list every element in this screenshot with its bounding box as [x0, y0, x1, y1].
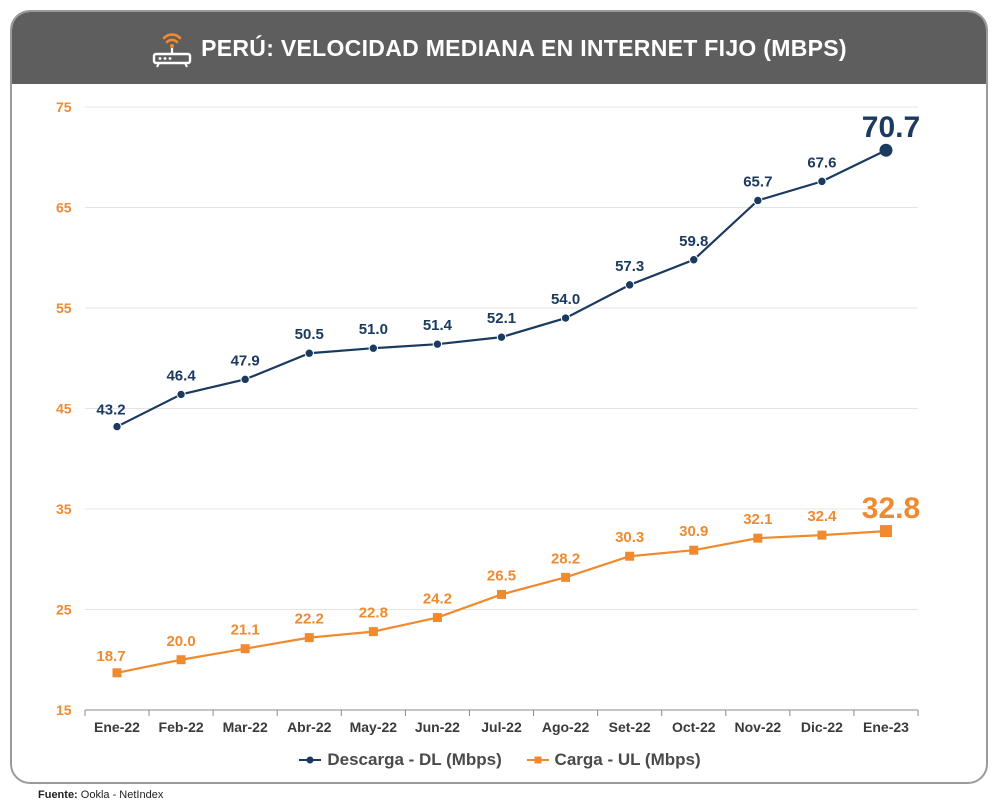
data-point-upload: [753, 533, 763, 543]
x-tick-label: Mar-22: [223, 719, 268, 735]
data-label-upload: 21.1: [231, 622, 260, 639]
source-note: Fuente: Ookla - NetIndex: [38, 789, 163, 801]
data-point-download: [624, 280, 635, 290]
x-tick-label: Set-22: [609, 719, 651, 735]
x-tick-label: Feb-22: [159, 719, 204, 735]
x-tick-label: Ene-23: [863, 719, 909, 735]
y-tick-label: 25: [56, 602, 72, 618]
data-label-download: 54.0: [551, 291, 580, 308]
legend-label-download: Descarga - DL (Mbps): [327, 750, 502, 769]
x-tick-label: May-22: [350, 719, 398, 735]
y-tick-label: 75: [56, 99, 72, 115]
title-bar: PERÚ: VELOCIDAD MEDIANA EN INTERNET FIJO…: [12, 12, 986, 84]
data-point-download: [368, 343, 379, 353]
data-label-upload: 32.8: [862, 492, 920, 525]
data-point-upload: [561, 572, 571, 582]
data-label-upload: 22.8: [359, 605, 388, 622]
page-title: PERÚ: VELOCIDAD MEDIANA EN INTERNET FIJO…: [201, 34, 847, 61]
x-tick-label: Jul-22: [481, 719, 522, 735]
data-point-download: [817, 176, 827, 187]
line-chart: 15 25 35 45 55 65 75 Ene-22 Feb-22 Mar-22 Abr-22 Ma…: [56, 99, 920, 735]
data-label-download: 52.1: [487, 310, 516, 327]
data-label-upload: 20.0: [166, 633, 195, 650]
x-tick-label: Ago-22: [542, 719, 590, 735]
wifi-router-icon: [152, 33, 192, 68]
y-tick-label: 15: [56, 702, 72, 718]
source-value: Ookla - NetIndex: [80, 789, 164, 801]
legend-swatch-download: [299, 756, 322, 764]
data-label-upload: 22.2: [295, 611, 324, 628]
data-point-upload: [112, 668, 122, 678]
data-point-upload: [689, 545, 699, 555]
data-label-download: 57.3: [615, 258, 644, 275]
chart-card: PERÚ: VELOCIDAD MEDIANA EN INTERNET FIJO…: [10, 10, 988, 784]
data-label-upload: 30.3: [615, 529, 644, 546]
data-label-download: 46.4: [166, 367, 196, 384]
y-tick-label: 35: [56, 501, 72, 517]
data-label-download: 51.0: [359, 321, 388, 338]
y-tick-label: 45: [56, 401, 72, 417]
data-point-download: [432, 339, 443, 349]
data-label-upload: 32.1: [743, 511, 772, 528]
y-tick-label: 65: [56, 200, 72, 216]
legend-swatch-upload: [526, 756, 549, 764]
x-tick-label: Jun-22: [415, 719, 460, 735]
data-point-download: [753, 195, 763, 206]
data-label-upload: 26.5: [487, 567, 516, 584]
series-line-download: [116, 149, 887, 428]
data-point-download: [689, 255, 699, 265]
legend-item-upload: Carga - UL (Mbps): [526, 750, 701, 770]
x-tick-label: Abr-22: [287, 719, 332, 735]
data-label-download: 47.9: [231, 352, 260, 369]
x-tick-label: Dic-22: [801, 719, 843, 735]
series-line-upload: [116, 530, 887, 674]
x-tick-label: Nov-22: [734, 719, 781, 735]
source-label: Fuente:: [38, 789, 78, 801]
data-point-upload: [368, 627, 378, 637]
data-label-download: 50.5: [295, 326, 324, 343]
data-label-upload: 24.2: [423, 591, 452, 608]
data-point-download: [560, 313, 571, 323]
data-label-upload: 30.9: [679, 523, 708, 540]
data-point-upload: [304, 633, 314, 643]
data-point-download: [879, 143, 893, 157]
data-label-download: 70.7: [862, 111, 920, 144]
x-tick-label: Oct-22: [672, 719, 716, 735]
data-label-download: 67.6: [807, 154, 836, 171]
data-point-download: [112, 421, 122, 432]
data-point-upload: [240, 644, 250, 654]
data-label-download: 51.4: [423, 317, 453, 334]
data-label-download: 65.7: [743, 173, 772, 190]
data-label-upload: 32.4: [807, 508, 837, 525]
data-label-upload: 18.7: [96, 648, 125, 665]
data-point-upload: [817, 530, 827, 540]
data-point-upload: [176, 655, 186, 665]
x-tick-label: Ene-22: [94, 719, 140, 735]
legend-item-download: Descarga - DL (Mbps): [299, 750, 502, 770]
legend-label-upload: Carga - UL (Mbps): [554, 750, 701, 769]
data-point-download: [240, 374, 250, 385]
data-point-upload: [497, 589, 506, 599]
y-tick-label: 55: [56, 300, 72, 316]
data-point-download: [496, 332, 507, 342]
data-point-upload: [432, 613, 442, 623]
data-point-download: [176, 389, 186, 400]
data-label-upload: 28.2: [551, 550, 580, 567]
data-point-upload: [880, 525, 892, 538]
chart-legend: Descarga - DL (Mbps) Carga - UL (Mbps): [0, 750, 1000, 771]
data-label-download: 59.8: [679, 233, 708, 250]
data-point-upload: [625, 551, 635, 561]
data-label-download: 43.2: [96, 402, 125, 419]
data-point-download: [304, 348, 314, 358]
